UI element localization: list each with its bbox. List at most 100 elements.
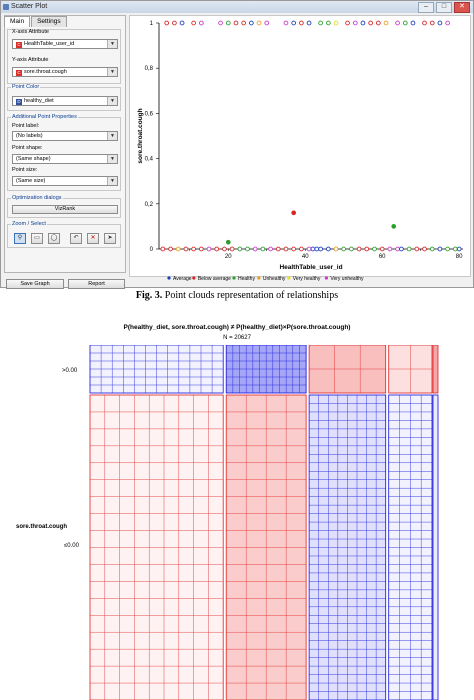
data-point [360, 20, 366, 26]
mosaic-plot [89, 345, 439, 700]
data-point [306, 20, 312, 26]
zoom-title: Zoom / Select [11, 221, 47, 227]
discrete-icon: D [16, 99, 22, 105]
point-label-select[interactable]: (No labels) ▼ [12, 131, 118, 141]
row-label-le: ≤0.00 [64, 543, 79, 549]
data-point [241, 20, 247, 26]
data-point [175, 246, 181, 252]
mosaic-grid [309, 395, 386, 700]
y-tick-label: 0,4 [145, 157, 154, 163]
data-point [368, 20, 373, 26]
tab-settings[interactable]: Settings [31, 16, 67, 27]
y-tick-label: 0,2 [145, 202, 154, 208]
remove-icon[interactable]: ✕ [87, 233, 99, 244]
data-point [429, 246, 435, 252]
data-point [164, 20, 170, 26]
x-axis-label: HealthTable_user_id [279, 264, 342, 271]
point-color-group [7, 87, 121, 111]
data-point [456, 246, 462, 252]
save-graph-button[interactable]: Save Graph [6, 279, 64, 289]
data-point [314, 246, 320, 252]
tab-main[interactable]: Main [4, 16, 31, 27]
continuous-icon: C [16, 42, 22, 48]
mosaic-grid [388, 345, 432, 393]
data-point [333, 246, 339, 252]
x-attr-select[interactable]: C HealthTable_user_id ▼ [12, 39, 118, 49]
y-tick-label: 0,8 [145, 66, 154, 72]
legend-marker [232, 276, 236, 280]
data-point [183, 246, 189, 252]
data-point [299, 20, 304, 26]
data-point [264, 20, 270, 26]
data-point [191, 20, 196, 26]
data-point [429, 20, 435, 26]
data-point [445, 246, 450, 252]
panel-tabs: Main Settings [4, 16, 68, 27]
data-point [399, 246, 404, 252]
data-point [179, 20, 185, 26]
chevron-down-icon: ▼ [107, 132, 117, 140]
data-point [345, 20, 350, 26]
data-point [237, 246, 243, 252]
data-point [356, 246, 362, 252]
data-point [306, 246, 312, 252]
window-title: Scatter Plot [11, 3, 48, 10]
data-point [260, 246, 266, 252]
scatter-plot-window: Scatter Plot – □ ✕ Main Settings X-axis … [0, 0, 474, 289]
data-point [291, 246, 297, 252]
data-point [452, 246, 458, 252]
data-point [349, 246, 354, 252]
point-size-select[interactable]: (Same size) ▼ [12, 176, 118, 186]
data-point [283, 246, 289, 252]
legend-marker [324, 276, 328, 280]
data-point [372, 246, 377, 252]
legend-marker [257, 276, 261, 280]
legend-label: Below average [198, 276, 231, 282]
mosaic-grid [90, 395, 224, 700]
zoom-icon[interactable]: ⚲ [14, 233, 26, 244]
legend-label: Unhealthy [263, 276, 286, 282]
vizrank-button[interactable]: VizRank [12, 205, 118, 214]
point-shape-select[interactable]: (Same shape) ▼ [12, 154, 118, 164]
data-point [437, 20, 443, 26]
data-point [252, 246, 258, 252]
data-point [191, 246, 196, 252]
data-point [291, 20, 297, 26]
legend-marker [192, 276, 196, 280]
maximize-icon[interactable]: □ [436, 2, 452, 13]
zoom-group [7, 224, 121, 248]
point-size-label: Point size: [12, 167, 38, 173]
data-point [333, 20, 339, 26]
rect-select-icon[interactable]: ▭ [31, 233, 43, 244]
minimize-icon[interactable]: – [418, 2, 434, 13]
data-point [414, 246, 420, 252]
y-axis-label: sore.throat.cough [137, 108, 144, 163]
continuous-icon: C [16, 70, 22, 76]
report-button[interactable]: Report [68, 279, 125, 289]
scatter-plot[interactable]: 0 0,2 0,4 0,6 0,8 1 20 40 60 80 HealthTable_user_i… [129, 15, 471, 287]
chevron-down-icon: ▼ [107, 177, 117, 185]
data-point [229, 246, 235, 252]
send-icon[interactable]: ➤ [104, 233, 116, 244]
x-tick-label: 20 [225, 254, 232, 260]
control-panel [4, 15, 126, 273]
data-point [325, 20, 331, 26]
lasso-icon[interactable]: ◯ [48, 233, 60, 244]
y-tick-label: 0 [150, 247, 154, 253]
data-point [225, 239, 231, 245]
data-point [283, 20, 289, 26]
data-point [275, 246, 281, 252]
data-point [445, 20, 450, 26]
plot-area [129, 15, 471, 277]
data-point [379, 246, 385, 252]
data-point [395, 246, 400, 252]
data-point [352, 20, 358, 26]
mosaic-tile [432, 394, 439, 700]
data-point [198, 246, 204, 252]
mosaic-grid [226, 395, 307, 700]
undo-icon[interactable]: ↶ [70, 233, 82, 244]
data-point [256, 20, 262, 26]
close-icon[interactable]: ✕ [454, 2, 470, 13]
